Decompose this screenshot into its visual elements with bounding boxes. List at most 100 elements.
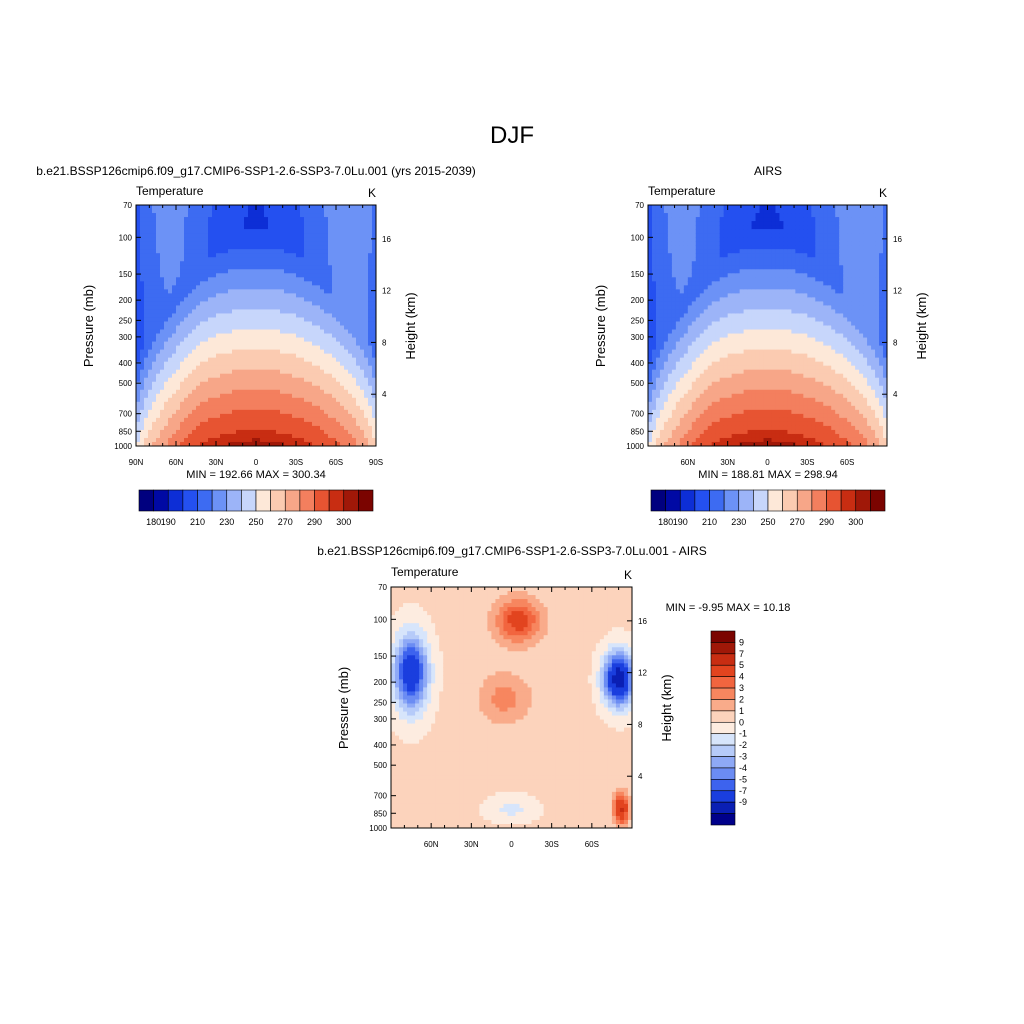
contour-cell	[248, 441, 253, 446]
contour-cell	[715, 389, 721, 395]
contour-cell	[152, 321, 157, 327]
contour-cell	[348, 377, 353, 383]
contour-cell	[703, 377, 709, 383]
contour-cell	[284, 261, 289, 266]
contour-cell	[176, 441, 181, 446]
contour-cell	[192, 345, 197, 351]
contour-cell	[328, 249, 333, 254]
contour-cell	[364, 309, 369, 315]
contour-cell	[156, 361, 161, 367]
contour-cell	[320, 405, 325, 411]
contour-cell	[284, 433, 289, 439]
contour-cell	[711, 345, 717, 351]
contour-cell	[288, 297, 293, 302]
contour-cell	[180, 257, 185, 262]
contour-cell	[675, 409, 681, 415]
contour-cell	[260, 233, 265, 238]
contour-cell	[244, 241, 249, 246]
contour-cell	[651, 309, 657, 315]
contour-cell	[136, 285, 141, 290]
contour-cell	[723, 269, 729, 274]
contour-cell	[276, 241, 281, 246]
contour-cell	[260, 337, 265, 343]
contour-cell	[332, 441, 337, 446]
contour-cell	[212, 205, 217, 210]
contour-cell	[140, 233, 145, 238]
contour-cell	[340, 277, 345, 282]
contour-cell	[304, 441, 309, 446]
contour-cell	[719, 257, 725, 262]
contour-cell	[280, 277, 285, 282]
contour-cell	[715, 429, 721, 435]
panel-model: b.e21.BSSP126cmip6.f09_g17.CMIP6-SSP1-2.…	[36, 164, 476, 527]
contour-cell	[667, 233, 673, 238]
contour-cell	[324, 261, 329, 266]
contour-cell	[216, 381, 221, 387]
contour-cell	[675, 305, 681, 311]
contour-cell	[216, 293, 221, 298]
contour-cell	[711, 397, 717, 403]
contour-cell	[723, 381, 729, 387]
contour-cell	[675, 389, 681, 395]
contour-cell	[196, 369, 201, 375]
contour-cell	[360, 257, 365, 262]
contour-cell	[228, 305, 233, 311]
contour-cell	[264, 437, 269, 443]
contour-cell	[212, 341, 217, 347]
contour-cell	[715, 261, 721, 266]
contour-cell	[164, 261, 169, 266]
contour-cell	[148, 417, 153, 423]
contour-cell	[344, 325, 349, 331]
contour-cell	[164, 397, 169, 403]
contour-cell	[148, 385, 153, 391]
contour-cell	[164, 293, 169, 298]
contour-cell	[659, 205, 665, 210]
contour-cell	[659, 401, 665, 407]
contour-cell	[228, 241, 233, 246]
contour-cell	[679, 365, 685, 371]
contour-cell	[156, 389, 161, 395]
contour-cell	[152, 397, 157, 403]
contour-cell	[136, 433, 141, 439]
contour-cell	[703, 409, 709, 415]
contour-cell	[364, 265, 369, 270]
contour-cell	[691, 269, 697, 274]
contour-cell	[703, 317, 709, 323]
contour-cell	[324, 233, 329, 238]
contour-cell	[324, 397, 329, 403]
contour-cell	[655, 317, 661, 323]
contour-cell	[340, 301, 345, 307]
contour-cell	[703, 437, 709, 443]
contour-cell	[284, 333, 289, 339]
contour-cell	[356, 433, 361, 439]
contour-cell	[703, 369, 709, 375]
contour-cell	[667, 313, 673, 319]
contour-cell	[244, 209, 249, 214]
contour-cell	[200, 225, 205, 230]
contour-cell	[328, 257, 333, 262]
contour-cell	[268, 225, 273, 230]
contour-cell	[687, 409, 693, 415]
contour-cell	[723, 273, 729, 278]
contour-cell	[328, 329, 333, 335]
contour-cell	[260, 313, 265, 319]
contour-cell	[244, 405, 249, 411]
contour-cell	[312, 269, 317, 274]
contour-cell	[671, 417, 677, 423]
contour-cell	[671, 393, 677, 399]
contour-cell	[707, 377, 713, 383]
contour-cell	[296, 293, 301, 298]
contour-cell	[699, 241, 705, 246]
contour-cell	[715, 417, 721, 423]
contour-cell	[304, 241, 309, 246]
contour-cell	[300, 433, 305, 439]
contour-cell	[204, 429, 209, 435]
contour-cell	[312, 205, 317, 210]
contour-cell	[356, 413, 361, 419]
contour-cell	[144, 341, 149, 347]
contour-cell	[244, 425, 249, 431]
contour-cell	[368, 253, 373, 258]
contour-cell	[316, 313, 321, 319]
contour-cell	[695, 261, 701, 266]
contour-cell	[360, 405, 365, 411]
